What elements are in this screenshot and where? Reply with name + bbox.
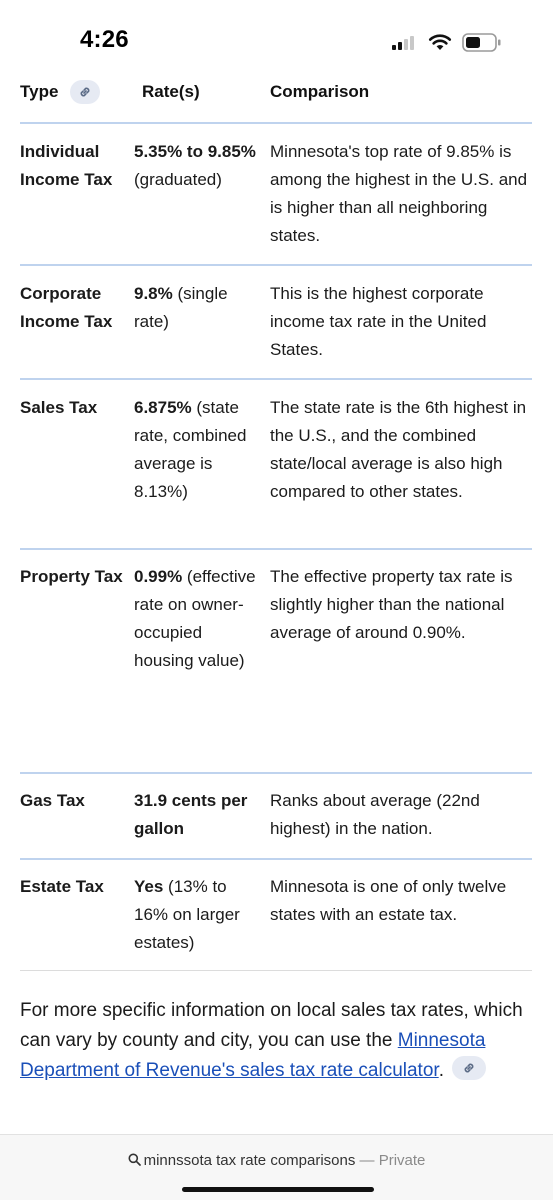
row-rate: Yes (13% to 16% on larger estates): [134, 873, 260, 957]
row-type: Sales Tax: [20, 398, 98, 417]
status-bar: 4:26: [0, 0, 553, 70]
row-divider: [20, 772, 532, 774]
rate-value: 9.8%: [134, 284, 173, 303]
rate-note: (state rate, combined average is 8.13%): [134, 398, 247, 501]
home-indicator[interactable]: [182, 1187, 374, 1192]
table-row: Individual Income Tax 5.35% to 9.85% (gr…: [20, 138, 532, 248]
table-row: Estate Tax Yes (13% to 16% on larger est…: [20, 873, 532, 957]
row-divider: [20, 378, 532, 380]
table-header: Type Rate(s) Comparison: [20, 80, 532, 124]
row-comparison: Ranks about average (22nd highest) in th…: [270, 791, 480, 838]
row-comparison: Minnesota is one of only twelve states w…: [270, 877, 507, 924]
table-bottom-divider: [20, 970, 532, 971]
row-divider: [20, 548, 532, 550]
table-row: Gas Tax 31.9 cents per gallon Ranks abou…: [20, 787, 532, 845]
row-divider: [20, 858, 532, 860]
row-type: Individual Income Tax: [20, 142, 113, 189]
address-bar-text[interactable]: minnssota tax rate comparisons — Private: [0, 1152, 553, 1169]
rate-value: 31.9 cents per gallon: [134, 791, 248, 838]
rate-value: 0.99%: [134, 567, 183, 586]
link-icon: [80, 87, 90, 97]
battery-icon: [462, 33, 501, 52]
signal-icon: [392, 36, 418, 50]
copy-link-button[interactable]: [451, 1056, 486, 1080]
row-type: Estate Tax: [20, 877, 104, 896]
table-row: Property Tax 0.99% (effective rate on ow…: [20, 563, 532, 759]
copy-link-button[interactable]: [70, 80, 100, 104]
row-comparison: The state rate is the 6th highest in the…: [270, 398, 527, 501]
table-row: Corporate Income Tax 9.8% (single rate) …: [20, 280, 532, 364]
table-row: Sales Tax 6.875% (state rate, combined a…: [20, 394, 532, 534]
row-rate: 6.875% (state rate, combined average is …: [134, 394, 260, 506]
row-type: Gas Tax: [20, 791, 85, 810]
rate-value: 5.35% to 9.85%: [134, 142, 256, 161]
link-icon: [464, 1063, 474, 1073]
row-type: Property Tax: [20, 567, 123, 586]
header-divider: [20, 122, 532, 124]
footer-paragraph: For more specific information on local s…: [20, 996, 532, 1086]
rate-value: Yes: [134, 877, 164, 896]
separator: —: [355, 1152, 379, 1169]
row-rate: 31.9 cents per gallon: [134, 787, 260, 843]
row-comparison: The effective property tax rate is sligh…: [270, 567, 513, 642]
wifi-icon: [428, 34, 452, 50]
rate-value: 6.875%: [134, 398, 192, 417]
row-comparison: Minnesota's top rate of 9.85% is among t…: [270, 142, 528, 245]
column-header-type: Type: [20, 82, 59, 101]
footer-period: .: [438, 1060, 444, 1081]
search-query: minnssota tax rate comparisons: [143, 1152, 356, 1169]
address-bar[interactable]: minnssota tax rate comparisons — Private: [0, 1134, 553, 1200]
row-rate: 5.35% to 9.85% (graduated): [134, 138, 260, 194]
rate-note: (13% to 16% on larger estates): [134, 877, 240, 952]
row-rate: 0.99% (effective rate on owner-occupied …: [134, 563, 260, 675]
search-icon: [128, 1153, 141, 1166]
status-time: 4:26: [80, 26, 129, 53]
row-comparison: This is the highest corporate income tax…: [270, 284, 487, 359]
rate-note: (single rate): [134, 284, 228, 331]
row-rate: 9.8% (single rate): [134, 280, 260, 336]
row-type: Corporate Income Tax: [20, 284, 113, 331]
rate-note: (effective rate on owner-occupied housin…: [134, 567, 256, 670]
footer-text: For more specific information on local s…: [20, 1000, 523, 1051]
private-mode-label: Private: [378, 1152, 426, 1169]
sales-tax-calculator-link[interactable]: Minnesota Department of Revenue's sales …: [20, 1030, 486, 1081]
row-divider: [20, 264, 532, 266]
rate-note: (graduated): [134, 170, 222, 189]
column-header-comparison: Comparison: [270, 82, 370, 101]
column-header-rates: Rate(s): [142, 82, 200, 101]
